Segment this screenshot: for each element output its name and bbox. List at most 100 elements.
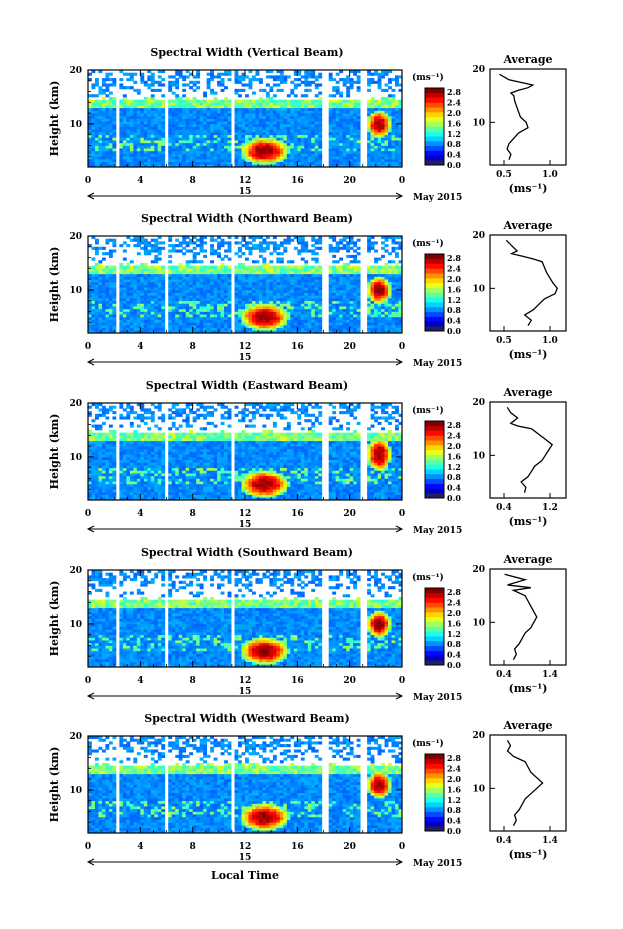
heatmap-cell <box>391 276 396 280</box>
heatmap-cell <box>349 281 354 285</box>
heatmap-cell <box>133 164 138 168</box>
heatmap-cell <box>122 268 127 272</box>
heatmap-cell <box>143 324 148 329</box>
heatmap-cell <box>168 238 173 242</box>
heatmap-cell <box>238 273 242 277</box>
heatmap-cell <box>136 324 141 329</box>
heatmap-cell <box>391 129 396 133</box>
heatmap-cell <box>119 281 124 285</box>
heatmap-cell <box>238 311 242 315</box>
heatmap-cell <box>98 260 103 264</box>
heatmap-cell <box>161 324 166 329</box>
heatmap-cell <box>175 319 180 323</box>
heatmap-cell <box>339 295 344 299</box>
heatmap-cell <box>157 268 162 272</box>
heatmap-cell <box>311 72 316 76</box>
heatmap-cell <box>147 324 152 329</box>
heatmap-cell <box>161 107 166 111</box>
heatmap-cell <box>220 129 225 133</box>
heatmap-cell <box>290 330 295 334</box>
heatmap-cell <box>199 281 204 285</box>
heatmap-cell <box>196 308 201 312</box>
heatmap-cell <box>94 295 99 299</box>
heatmap-cell <box>367 153 371 157</box>
heatmap-cell <box>328 131 333 136</box>
heatmap-cell <box>129 115 134 119</box>
heatmap-cell <box>300 164 305 168</box>
heatmap-cell <box>157 121 162 125</box>
heatmap-cell <box>108 292 113 296</box>
heatmap-cell <box>199 244 204 248</box>
heatmap-cell <box>119 126 124 130</box>
heatmap-cell <box>143 284 148 288</box>
heatmap-cell <box>248 118 253 122</box>
heatmap-cell <box>297 303 302 307</box>
heatmap-cell <box>367 246 371 250</box>
heatmap-cell <box>220 99 225 103</box>
heatmap-cell <box>112 322 117 326</box>
heatmap-cell <box>269 161 274 165</box>
heatmap-cell <box>279 314 284 318</box>
heatmap-cell <box>318 99 323 103</box>
heatmap-cell <box>349 145 354 149</box>
heatmap-cell <box>342 158 347 163</box>
heatmap-cell <box>332 271 337 275</box>
heatmap-cell <box>140 80 145 84</box>
heatmap-cell <box>307 113 312 117</box>
heatmap-cell <box>199 292 204 296</box>
heatmap-cell <box>126 115 131 119</box>
heatmap-cell <box>272 289 277 293</box>
heatmap-cell <box>168 236 173 240</box>
heatmap-cell <box>213 131 218 136</box>
heatmap-cell <box>248 137 253 141</box>
heatmap-cell <box>234 303 239 307</box>
heatmap-cell <box>101 271 106 275</box>
heatmap-cell <box>108 284 113 288</box>
heatmap-cell <box>279 140 284 144</box>
heatmap-cell <box>265 262 270 267</box>
heatmap-cell <box>346 265 351 269</box>
heatmap-cell <box>171 316 176 320</box>
heatmap-cell <box>88 140 92 144</box>
heatmap-cell <box>234 295 239 299</box>
heatmap-cell <box>248 252 253 256</box>
heatmap-cell <box>251 281 256 285</box>
heatmap-cell <box>150 134 155 138</box>
heatmap-cell <box>269 265 274 269</box>
heatmap-cell <box>143 252 148 256</box>
heatmap-cell <box>245 311 249 315</box>
heatmap-cell <box>126 131 131 136</box>
heatmap-cell <box>227 306 232 310</box>
heatmap-cell <box>339 161 344 165</box>
heatmap-cell <box>94 134 99 138</box>
heatmap-cell <box>150 102 155 106</box>
heatmap-cell <box>272 327 277 331</box>
heatmap-cell <box>283 287 288 291</box>
heatmap-cell <box>224 273 228 277</box>
heatmap-cell <box>245 126 249 130</box>
heatmap-cell <box>377 105 382 109</box>
heatmap-cell <box>307 308 312 312</box>
heatmap-cell <box>227 273 232 277</box>
heatmap-cell <box>286 148 291 152</box>
heatmap-cell <box>286 295 291 299</box>
heatmap-cell <box>182 140 187 144</box>
heatmap-cell <box>255 330 260 334</box>
heatmap-cell <box>356 121 361 125</box>
heatmap-cell <box>272 284 277 288</box>
heatmap-cell <box>161 94 166 98</box>
heatmap-cell <box>356 118 361 122</box>
heatmap-cell <box>241 121 246 125</box>
heatmap-cell <box>234 281 239 285</box>
heatmap-cell <box>168 308 173 312</box>
heatmap-cell <box>101 311 106 315</box>
heatmap-cell <box>101 292 106 296</box>
heatmap-cell <box>286 314 291 318</box>
heatmap-cell <box>206 279 211 283</box>
heatmap-cell <box>262 156 267 160</box>
heatmap-cell <box>377 75 382 79</box>
heatmap-cell <box>161 292 166 296</box>
heatmap-cell <box>136 236 141 240</box>
heatmap-cell <box>161 83 166 87</box>
heatmap-cell <box>143 295 148 299</box>
